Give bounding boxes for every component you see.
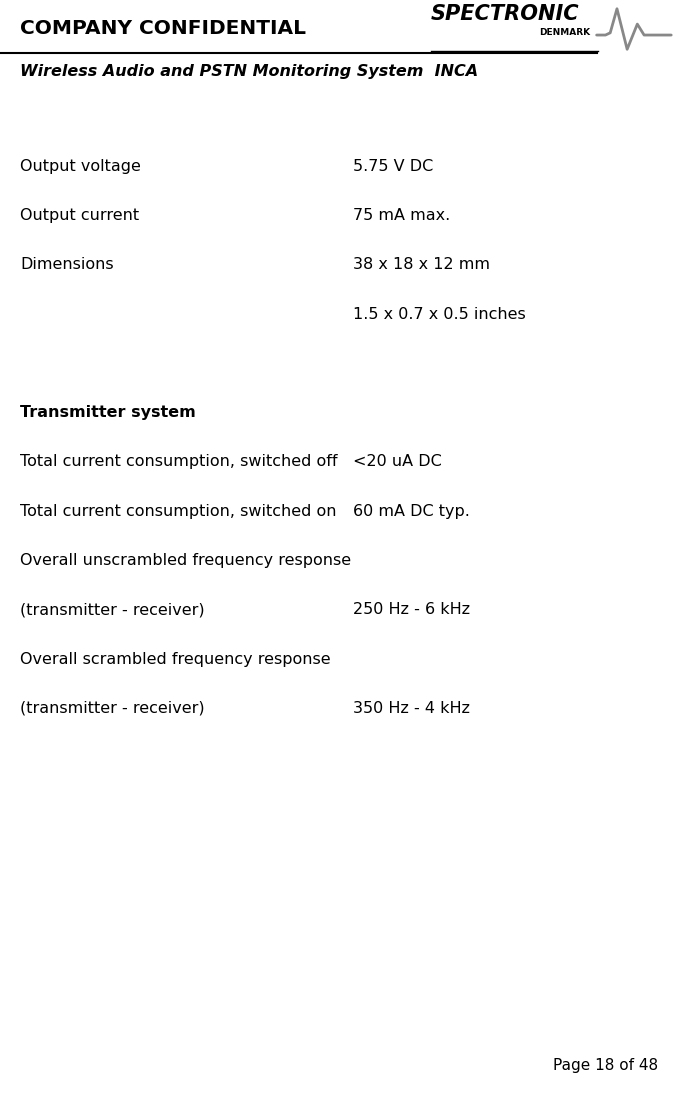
Text: SPECTRONIC: SPECTRONIC (431, 4, 579, 24)
Text: 5.75 V DC: 5.75 V DC (353, 159, 433, 174)
Text: 250 Hz - 6 kHz: 250 Hz - 6 kHz (353, 602, 470, 618)
Text: Wireless Audio and PSTN Monitoring System  INCA: Wireless Audio and PSTN Monitoring Syste… (20, 64, 479, 79)
Text: Total current consumption, switched off: Total current consumption, switched off (20, 454, 338, 470)
Text: COMPANY CONFIDENTIAL: COMPANY CONFIDENTIAL (20, 20, 306, 38)
Text: Total current consumption, switched on: Total current consumption, switched on (20, 504, 337, 519)
Text: 60 mA DC typ.: 60 mA DC typ. (353, 504, 469, 519)
Text: (transmitter - receiver): (transmitter - receiver) (20, 701, 205, 716)
Text: Overall unscrambled frequency response: Overall unscrambled frequency response (20, 553, 351, 568)
Text: Output voltage: Output voltage (20, 159, 141, 174)
Text: (transmitter - receiver): (transmitter - receiver) (20, 602, 205, 618)
Text: 38 x 18 x 12 mm: 38 x 18 x 12 mm (353, 257, 490, 273)
Text: <20 uA DC: <20 uA DC (353, 454, 441, 470)
Text: Dimensions: Dimensions (20, 257, 114, 273)
Text: 1.5 x 0.7 x 0.5 inches: 1.5 x 0.7 x 0.5 inches (353, 307, 525, 322)
Text: 350 Hz - 4 kHz: 350 Hz - 4 kHz (353, 701, 470, 716)
Text: Page 18 of 48: Page 18 of 48 (553, 1058, 658, 1073)
Text: Overall scrambled frequency response: Overall scrambled frequency response (20, 652, 331, 667)
Text: 75 mA max.: 75 mA max. (353, 208, 450, 223)
Text: DENMARK: DENMARK (539, 28, 590, 37)
Text: Output current: Output current (20, 208, 140, 223)
Text: Transmitter system: Transmitter system (20, 405, 196, 420)
